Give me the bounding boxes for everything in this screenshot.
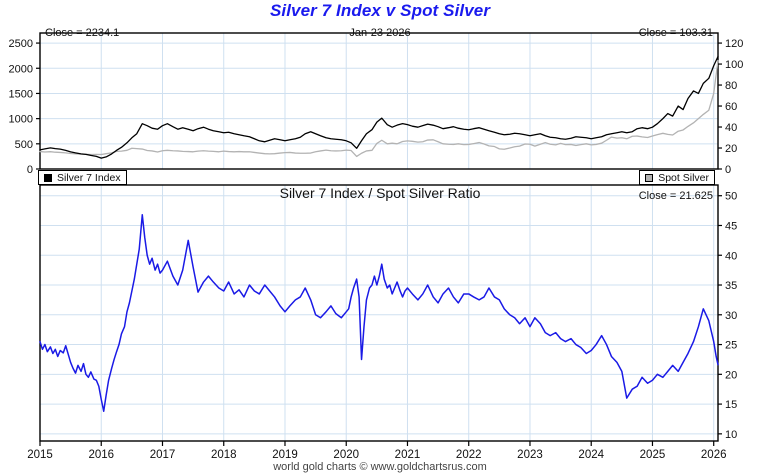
axis-label-x: 2015 bbox=[27, 449, 53, 461]
axis-label-x: 2023 bbox=[517, 449, 543, 461]
axis-label-right: 30 bbox=[725, 310, 737, 322]
axis-label-right: 0 bbox=[725, 164, 731, 176]
series-spot-silver bbox=[39, 59, 719, 158]
page-title: Silver 7 Index v Spot Silver bbox=[269, 1, 491, 20]
axis-label-x: 2022 bbox=[456, 449, 482, 461]
footer-credit: world gold charts © www.goldchartsrus.co… bbox=[273, 461, 487, 473]
axis-label-right: 40 bbox=[725, 250, 737, 262]
axis-label-left: 2500 bbox=[9, 38, 33, 50]
legend-swatch-icon bbox=[645, 173, 654, 182]
legend-swatch-icon bbox=[44, 173, 52, 182]
axis-label-x: 2019 bbox=[272, 449, 298, 461]
top-chart-close-left: Close = 2234.1 bbox=[45, 27, 120, 39]
axis-label-right: 25 bbox=[725, 340, 737, 352]
axis-label-left: 1500 bbox=[9, 88, 33, 100]
series-silver7-index bbox=[39, 55, 719, 159]
top-chart-close-right: Close = 103.31 bbox=[638, 27, 713, 39]
axis-label-x: 2018 bbox=[211, 449, 237, 461]
axis-label-x: 2020 bbox=[333, 449, 359, 461]
axis-label-left: 2000 bbox=[9, 63, 33, 75]
top-chart-date: Jan-23 2026 bbox=[349, 27, 411, 39]
axis-label-right: 50 bbox=[725, 191, 737, 203]
axis-label-left: 500 bbox=[15, 139, 33, 151]
series-ratio bbox=[39, 214, 719, 412]
axis-label-left: 1000 bbox=[9, 114, 33, 126]
legend-label-silver7: Silver 7 Index bbox=[57, 171, 121, 184]
ratio-plot-frame bbox=[39, 184, 719, 442]
axis-label-x: 2021 bbox=[395, 449, 421, 461]
axis-label-right: 15 bbox=[725, 399, 737, 411]
axis-label-right: 10 bbox=[725, 429, 737, 441]
axis-label-right: 40 bbox=[725, 122, 737, 134]
axis-label-right: 100 bbox=[725, 59, 743, 71]
legend-label-spot-silver: Spot Silver bbox=[658, 171, 709, 184]
axis-label-x: 2017 bbox=[150, 449, 176, 461]
ratio-chart-close: Close = 21.625 bbox=[638, 190, 713, 202]
top-panel: 0 500 1000 1500 2000 2500 0 20 40 60 80 100 120 bbox=[9, 32, 743, 176]
axis-label-right: 60 bbox=[725, 101, 737, 113]
ratio-chart-title: Silver 7 Index / Spot Silver Ratio bbox=[279, 185, 481, 201]
axis-label-right: 80 bbox=[725, 80, 737, 92]
legend-silver7: Silver 7 Index bbox=[38, 170, 127, 185]
axis-label-x: 2024 bbox=[578, 449, 604, 461]
axis-label-right: 45 bbox=[725, 220, 737, 232]
axis-label-x: 2026 bbox=[701, 449, 727, 461]
top-plot-frame bbox=[39, 32, 719, 170]
axis-label-left: 0 bbox=[27, 164, 33, 176]
axis-label-right: 120 bbox=[725, 38, 743, 50]
axis-label-right: 20 bbox=[725, 143, 737, 155]
axis-label-right: 20 bbox=[725, 369, 737, 381]
axis-label-x: 2016 bbox=[88, 449, 114, 461]
legend-spot-silver: Spot Silver bbox=[639, 170, 715, 185]
axis-label-right: 35 bbox=[725, 280, 737, 292]
axis-label-x: 2025 bbox=[640, 449, 666, 461]
